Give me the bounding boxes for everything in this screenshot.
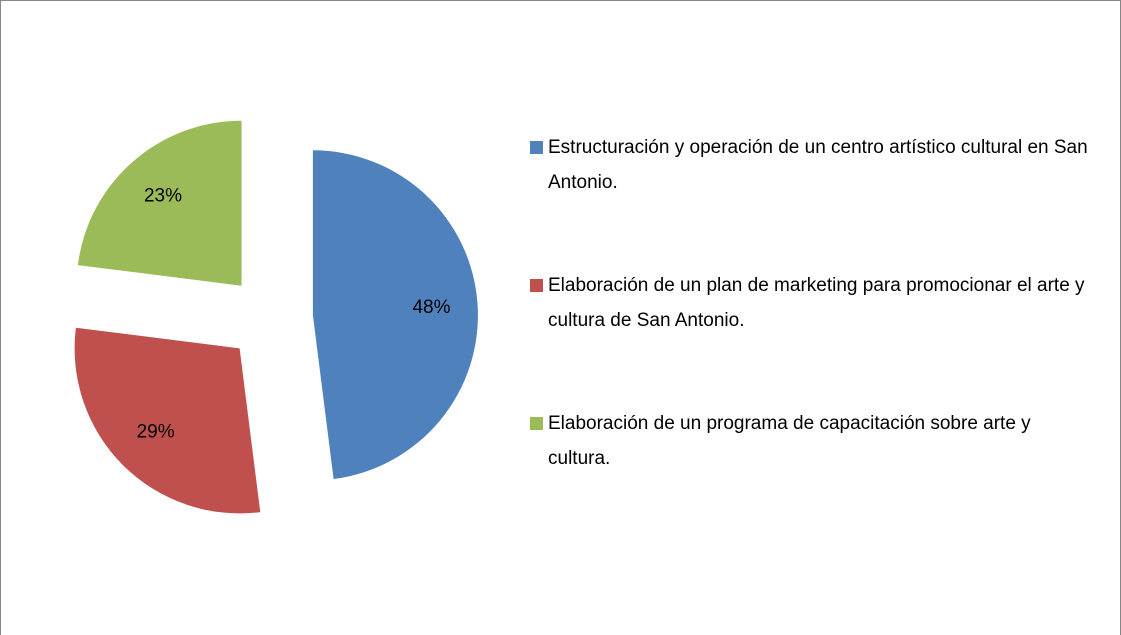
data-label: 48% (412, 297, 450, 318)
legend-item: Elaboración de un programa de capacitaci… (530, 406, 1090, 476)
legend-label: Elaboración de un programa de capacitaci… (548, 413, 1031, 469)
data-label: 29% (137, 421, 175, 442)
legend-swatch (530, 279, 543, 292)
legend-item: Elaboración de un plan de marketing para… (530, 268, 1090, 338)
legend-swatch (530, 141, 543, 154)
pie-slice (77, 120, 242, 286)
legend-label: Elaboración de un plan de marketing para… (548, 275, 1085, 331)
pie-slice (74, 327, 261, 514)
legend-swatch (530, 417, 543, 430)
pie-slice (312, 150, 478, 479)
legend-item: Estructuración y operación de un centro … (530, 130, 1090, 200)
legend-label: Estructuración y operación de un centro … (548, 137, 1088, 193)
data-label: 23% (144, 186, 182, 207)
